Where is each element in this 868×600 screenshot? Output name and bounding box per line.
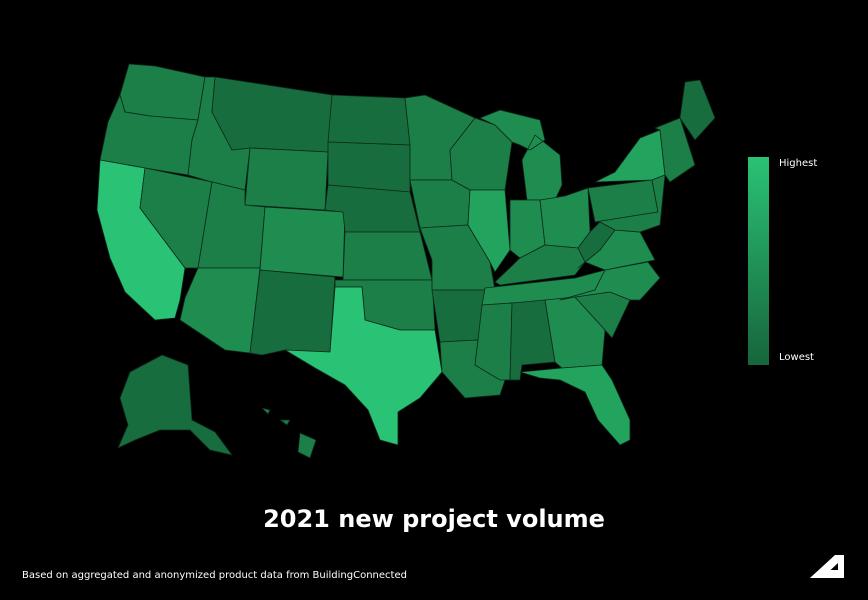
state-new-york bbox=[594, 129, 666, 183]
state-texas bbox=[284, 286, 443, 446]
state-illinois bbox=[467, 189, 511, 273]
state-mississippi bbox=[474, 302, 513, 381]
state-arizona bbox=[179, 267, 261, 354]
map-legend: Highest Lowest bbox=[748, 157, 838, 367]
state-washington bbox=[119, 63, 206, 121]
legend-gradient-bar bbox=[748, 157, 769, 365]
state-alaska bbox=[117, 354, 233, 456]
state-florida bbox=[519, 364, 631, 446]
footnote: Based on aggregated and anonymized produ… bbox=[22, 570, 407, 581]
state-south-dakota bbox=[327, 141, 411, 193]
state-hawaii bbox=[261, 407, 317, 459]
state-arkansas bbox=[431, 289, 486, 343]
state-wisconsin bbox=[449, 117, 513, 191]
legend-highest-label: Highest bbox=[779, 158, 818, 169]
state-kansas bbox=[342, 231, 433, 281]
state-new-mexico bbox=[249, 269, 336, 356]
state-iowa bbox=[409, 179, 471, 229]
state-mid-atlantic bbox=[594, 174, 666, 233]
state-north-dakota bbox=[327, 94, 411, 146]
chart-title: 2021 new project volume bbox=[263, 505, 605, 533]
state-nevada bbox=[139, 167, 213, 269]
legend-lowest-label: Lowest bbox=[779, 352, 814, 363]
autodesk-logo bbox=[810, 555, 844, 578]
state-wyoming bbox=[244, 147, 329, 211]
state-montana bbox=[211, 76, 333, 153]
state-colorado bbox=[259, 206, 346, 278]
state-maine bbox=[679, 79, 716, 141]
